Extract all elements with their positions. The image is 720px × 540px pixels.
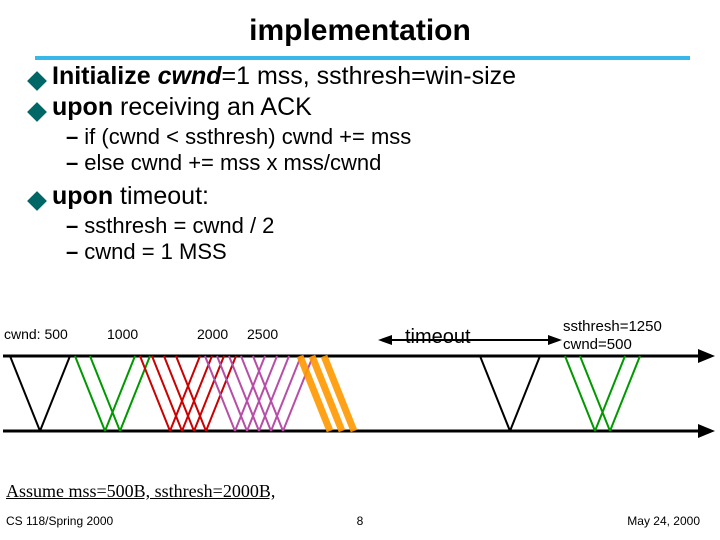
- content-block: Initialize cwnd=1 mss, ssthresh=win-size…: [30, 62, 690, 265]
- timeline-diagram: cwnd: 500 1000 2000 2500 timeout ssthres…: [0, 326, 720, 446]
- dash-icon: –: [66, 124, 78, 150]
- sub-else: – else cwnd += mss x mss/cwnd: [66, 150, 690, 176]
- dash-icon: –: [66, 239, 78, 265]
- dash-icon: –: [66, 213, 78, 239]
- footer-note: Assume mss=500B, ssthresh=2000B,: [6, 481, 275, 502]
- sub-if: – if (cwnd < ssthresh) cwnd += mss: [66, 124, 690, 150]
- sub-cwnd1: – cwnd = 1 MSS: [66, 239, 690, 265]
- diamond-icon: [27, 191, 47, 211]
- bullet-text-1: Initialize cwnd=1 mss, ssthresh=win-size: [52, 62, 516, 91]
- sub-text-4: cwnd = 1 MSS: [84, 239, 226, 265]
- diagram-svg: [0, 326, 720, 466]
- sub-text-2: else cwnd += mss x mss/cwnd: [84, 150, 381, 176]
- dash-icon: –: [66, 150, 78, 176]
- sub-text-3: ssthresh = cwnd / 2: [84, 213, 274, 239]
- footer-center: 8: [0, 514, 720, 528]
- sub-ssthresh: – ssthresh = cwnd / 2: [66, 213, 690, 239]
- bullet-upon-timeout: upon timeout:: [30, 182, 690, 211]
- sub-text-1: if (cwnd < ssthresh) cwnd += mss: [84, 124, 411, 150]
- bullet-upon-ack: upon receiving an ACK: [30, 93, 690, 122]
- bullet-text-3: upon timeout:: [52, 182, 209, 211]
- diamond-icon: [27, 71, 47, 91]
- slide-title: implementation: [0, 0, 720, 48]
- diamond-icon: [27, 102, 47, 122]
- footer-right: May 24, 2000: [627, 514, 700, 528]
- bullet-initialize: Initialize cwnd=1 mss, ssthresh=win-size: [30, 62, 690, 91]
- title-underline: [35, 56, 690, 60]
- bullet-text-2: upon receiving an ACK: [52, 93, 312, 122]
